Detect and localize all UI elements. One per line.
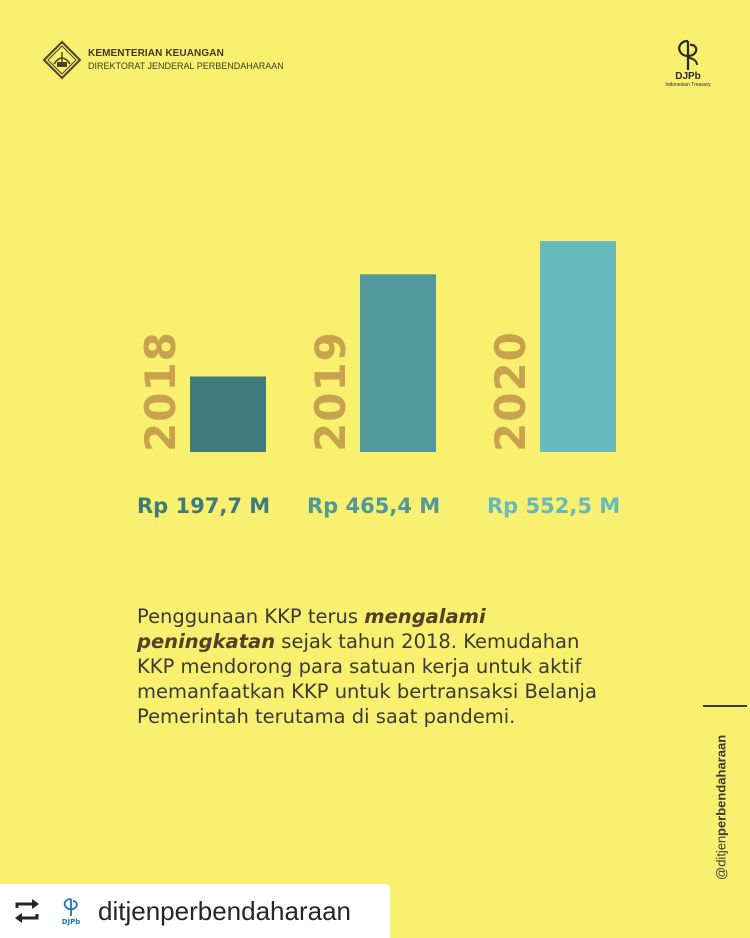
avatar[interactable]: DJPb [56,896,86,926]
bar-2018 [190,376,266,452]
directorate-name: DIREKTORAT JENDERAL PERBENDAHARAAN [88,61,284,71]
bar-2020 [540,241,616,452]
side-handle-bold: perbendaharaan [713,734,729,836]
bar-chart: 2018 Rp 197,7 M 2019 Rp 465,4 M 2020 Rp 552,5… [136,241,620,518]
description-after: sejak tahun 2018. Kemudahan KKP mendoron… [137,630,597,728]
djpb-label: DJPb [675,71,701,82]
ministry-header: KEMENTERIAN KEUANGAN DIREKTORAT JENDERAL… [42,40,284,80]
djpb-sub-label: Indonesian Treasury [665,82,711,88]
djpb-mark-icon [678,39,698,70]
ministry-name: KEMENTERIAN KEUANGAN [88,48,224,59]
value-label-2018: Rp 197,7 M [137,494,270,518]
description-emphasis: mengalami peningkatan [137,605,486,653]
kemenkeu-logo-icon [42,40,82,80]
djpb-logo: DJPb Indonesian Treasury [664,38,712,94]
year-label-2019: 2019 [306,331,355,452]
value-label-2020: Rp 552,5 M [487,494,620,518]
repost-handle[interactable]: ditjenperbendaharaan [98,895,351,926]
year-label-2020: 2020 [486,331,535,452]
description-paragraph: Penggunaan KKP terus mengalami peningkat… [137,604,607,729]
bar-2019 [360,274,436,452]
side-handle-prefix: @ditjen [713,835,729,880]
repost-icon[interactable] [12,898,42,924]
year-label-2018: 2018 [136,331,185,452]
value-label-2019: Rp 465,4 M [307,494,440,518]
repost-bar[interactable]: DJPb ditjenperbendaharaan [0,884,390,938]
side-divider [703,705,747,707]
side-handle: @ditjen perbendaharaan [701,720,741,880]
avatar-text: DJPb [62,918,81,926]
description-before: Penggunaan KKP terus [137,605,365,628]
